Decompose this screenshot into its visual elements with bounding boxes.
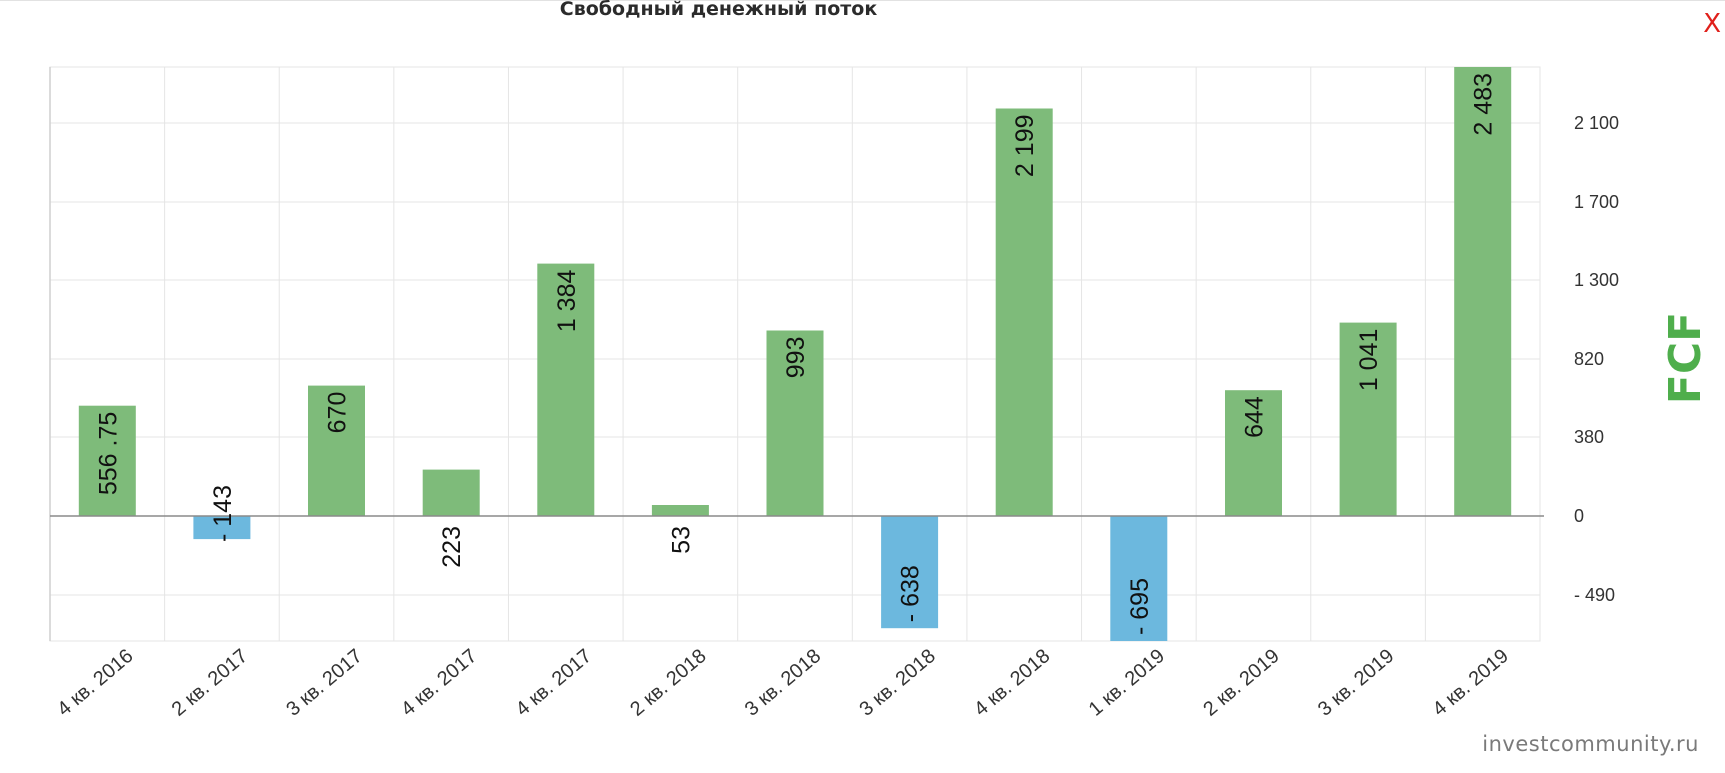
x-tick-label: 3 кв. 2018: [741, 645, 825, 721]
x-tick-label: 3 кв. 2017: [282, 645, 366, 721]
y-tick-label: - 490: [1574, 585, 1615, 605]
x-tick-label: 3 кв. 2019: [1314, 645, 1398, 721]
data-label: 670: [324, 392, 352, 434]
data-label: 223: [438, 526, 466, 568]
bar-positive: [995, 108, 1053, 516]
data-label: - 638: [897, 565, 925, 622]
bar-positive: [1454, 67, 1512, 516]
y-tick-label: 820: [1574, 349, 1604, 369]
data-label: 1 041: [1355, 329, 1383, 392]
x-tick-label: 4 кв. 2019: [1429, 645, 1513, 721]
bar-negative: [193, 516, 251, 540]
x-tick-label: 1 кв. 2019: [1085, 645, 1169, 721]
close-button[interactable]: X: [1703, 9, 1721, 39]
data-label: 556 .75: [94, 412, 122, 495]
y-tick-label: 2 100: [1574, 113, 1619, 133]
x-tick-label: 4 кв. 2018: [970, 645, 1054, 721]
data-label: 1 384: [553, 270, 581, 333]
y-tick-label: 1 700: [1574, 192, 1619, 212]
data-label: - 143: [209, 485, 237, 542]
data-label: 2 199: [1011, 115, 1039, 178]
bar-positive: [1225, 390, 1282, 516]
data-label: 53: [667, 526, 695, 554]
watermark: investcommunity.ru: [1482, 732, 1699, 756]
bar-positive: [1339, 322, 1397, 516]
x-tick-label: 4 кв. 2017: [397, 645, 481, 721]
bar-negative: [1110, 516, 1168, 641]
y-axis-title: FCF: [1660, 312, 1711, 404]
bar-negative: [881, 516, 939, 629]
y-tick-label: 380: [1574, 427, 1604, 447]
bar-positive: [537, 263, 595, 516]
data-label: 2 483: [1470, 73, 1498, 136]
x-tick-label: 2 кв. 2019: [1199, 645, 1283, 721]
x-tick-label: 2 кв. 2018: [626, 645, 710, 721]
x-tick-label: 3 кв. 2018: [855, 645, 939, 721]
x-tick-label: 2 кв. 2017: [168, 645, 252, 721]
bar-positive: [422, 469, 480, 516]
bar-positive: [651, 505, 709, 516]
bar-positive: [78, 405, 136, 516]
data-label: - 695: [1126, 578, 1154, 635]
x-tick-label: 4 кв. 2017: [512, 645, 596, 721]
x-tick-label: 4 кв. 2016: [53, 645, 137, 721]
bar-positive: [766, 330, 824, 516]
y-tick-label: 0: [1574, 506, 1584, 526]
data-label: 644: [1241, 396, 1269, 438]
data-label: 993: [782, 337, 810, 379]
y-tick-label: 1 300: [1574, 270, 1619, 290]
bar-positive: [308, 385, 365, 516]
chart-title: Свободный денежный поток: [559, 0, 878, 20]
